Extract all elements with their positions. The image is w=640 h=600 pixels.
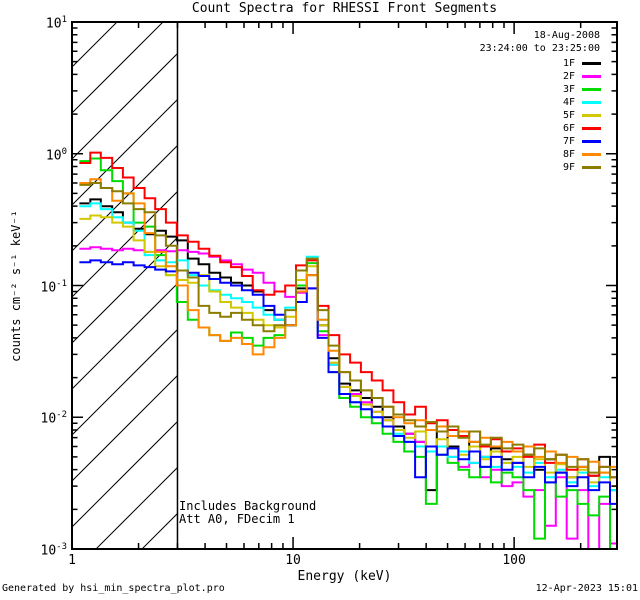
x-tick-label: 100 (502, 553, 526, 568)
legend-row: 4F (563, 96, 601, 109)
legend-row: 7F (563, 135, 601, 148)
series-8F (79, 178, 617, 474)
y-tick-label: 101 (45, 15, 67, 32)
y-tick-label: 10-3 (40, 542, 68, 559)
footer-generator-note: Generated by hsi_min_spectra_plot.pro (2, 583, 225, 594)
legend-label: 1F (562, 58, 575, 69)
legend-row: 1F (563, 57, 601, 70)
legend-color-swatch (582, 101, 601, 104)
y-axis-label: counts cm⁻² s⁻¹ keV⁻¹ (9, 210, 23, 362)
hatched-region (72, 22, 178, 549)
legend-row: 5F (563, 109, 601, 122)
series-1F (79, 198, 617, 492)
y-tick-label: 100 (45, 146, 67, 164)
legend-label: 5F (562, 110, 575, 121)
legend-label: 8F (562, 149, 575, 160)
legend-label: 4F (562, 97, 575, 108)
observation-time-range: 23:24:00 to 23:25:00 (479, 43, 600, 54)
legend-color-swatch (582, 114, 601, 117)
x-axis-label: Energy (keV) (297, 569, 392, 584)
legend-color-swatch (582, 62, 601, 65)
annotation-attenuator-state: Att A0, FDecim 1 (179, 512, 295, 526)
chart-title: Count Spectra for RHESSI Front Segments (191, 1, 498, 16)
series-5F (79, 214, 617, 488)
legend-row: 9F (563, 161, 601, 174)
legend-row: 2F (563, 70, 601, 83)
legend-color-swatch (582, 127, 601, 130)
legend-label: 6F (562, 123, 575, 134)
legend-color-swatch (582, 88, 601, 91)
series-9F (79, 182, 617, 479)
y-tick-label: 10-1 (40, 278, 68, 295)
legend-label: 7F (562, 136, 575, 147)
legend-row: 3F (563, 83, 601, 96)
legend: 1F 2F 3F 4F 5F 6F 7F 8F 9F (563, 57, 601, 174)
legend-label: 2F (562, 71, 575, 82)
legend-row: 6F (563, 122, 601, 135)
x-tick-label: 10 (285, 553, 301, 568)
legend-color-swatch (582, 75, 601, 78)
legend-color-swatch (582, 153, 601, 156)
legend-label: 3F (562, 84, 575, 95)
legend-color-swatch (582, 166, 601, 169)
observation-date: 18-Aug-2008 (533, 30, 600, 41)
footer-timestamp: 12-Apr-2023 15:01 (535, 583, 638, 594)
annotation-includes-background: Includes Background (179, 499, 317, 513)
series-6F (79, 151, 617, 479)
legend-label: 9F (562, 162, 575, 173)
legend-row: 8F (563, 148, 601, 161)
x-tick-label: 1 (68, 553, 76, 568)
y-tick-label: 10-2 (40, 410, 68, 427)
axis-frame (71, 21, 618, 550)
spectra-series (79, 151, 617, 549)
legend-color-swatch (582, 140, 601, 143)
series-7F (79, 259, 617, 505)
